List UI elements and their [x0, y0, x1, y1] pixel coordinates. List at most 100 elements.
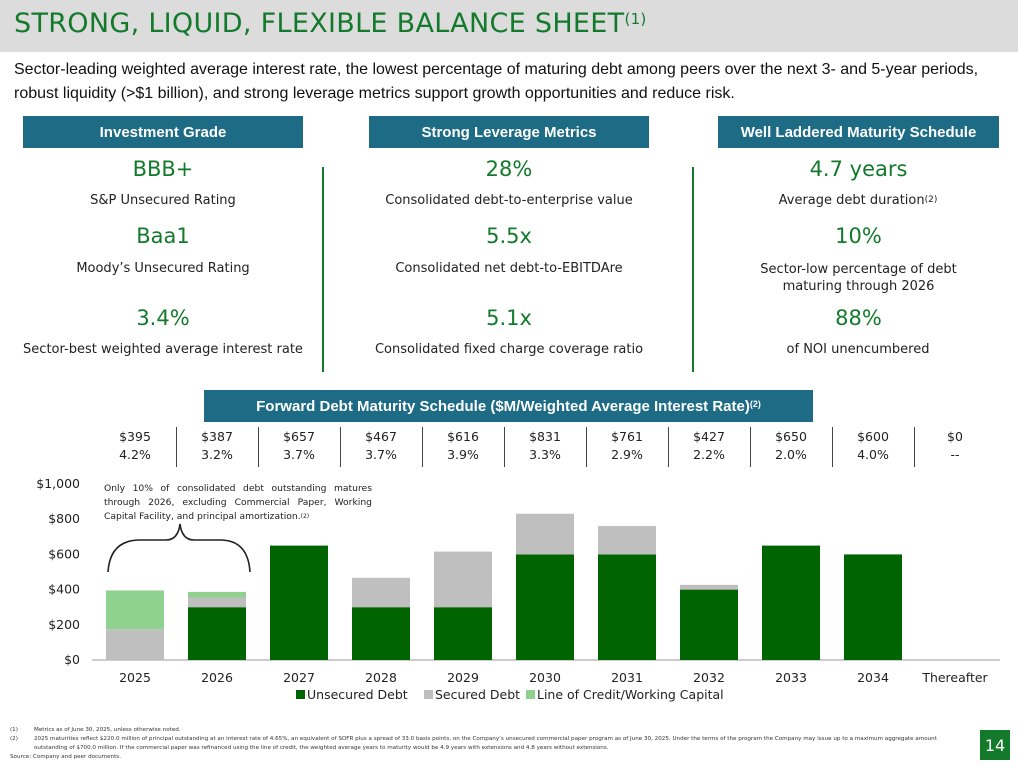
maturity-rate: 3.7%: [283, 447, 315, 462]
maturity-separator: [750, 427, 751, 467]
metric-label: of NOI unencumbered: [786, 342, 930, 357]
maturity-separator: [504, 427, 505, 467]
footnote-ref: (2): [749, 399, 761, 409]
maturity-rate: 2.9%: [611, 447, 643, 462]
metric-value: 5.5x: [486, 224, 532, 248]
maturity-rate: 2.0%: [775, 447, 807, 462]
header-maturity-schedule: Well Laddered Maturity Schedule: [718, 116, 999, 148]
bar-unsecured-debt: [434, 607, 492, 660]
maturity-amount: $0: [947, 429, 963, 444]
header-investment-grade: Investment Grade: [23, 116, 303, 148]
maturity-amount: $650: [775, 429, 807, 444]
maturity-rate: 2.2%: [693, 447, 725, 462]
column-divider: [322, 167, 324, 372]
maturity-cell: $395 4.2%: [94, 428, 176, 468]
maturity-separator: [176, 427, 177, 467]
legend-swatch: [526, 690, 535, 699]
footnote: (2) 2025 maturities reflect $220.0 millio…: [10, 736, 937, 751]
metric-value: 28%: [485, 157, 533, 181]
x-tick-label: 2031: [611, 670, 643, 685]
page-title: STRONG, LIQUID, FLEXIBLE BALANCE SHEET(1…: [14, 8, 647, 39]
metric-label: Consolidated debt-to-enterprise value: [385, 193, 633, 208]
maturity-cell: $650 2.0%: [750, 428, 832, 468]
bar-line-of-credit-working-capital: [188, 591, 246, 598]
bar-unsecured-debt: [762, 545, 820, 660]
x-tick-label: 2034: [857, 670, 889, 685]
metric-value: 3.4%: [136, 306, 190, 330]
header-leverage-metrics: Strong Leverage Metrics: [369, 116, 649, 148]
bar-unsecured-debt: [352, 607, 410, 660]
metric-label: Consolidated net debt-to-EBITDAre: [395, 261, 623, 276]
bar-unsecured-debt: [844, 554, 902, 660]
maturity-separator: [586, 427, 587, 467]
metric-label: Moody’s Unsecured Rating: [76, 261, 250, 276]
x-tick-label: 2029: [447, 670, 479, 685]
footnote-source: Source: Company and peer documents.: [10, 754, 121, 760]
bar-secured-debt: [680, 584, 738, 590]
maturity-rate: 3.7%: [365, 447, 397, 462]
metric-value: BBB+: [132, 157, 194, 181]
metric-value: 88%: [835, 306, 882, 330]
maturity-cell: $467 3.7%: [340, 428, 422, 468]
maturity-amount: $616: [447, 429, 479, 444]
y-tick-label: $0: [64, 652, 80, 667]
maturity-amount: $427: [693, 429, 725, 444]
maturity-separator: [914, 427, 915, 467]
x-tick-label: 2028: [365, 670, 397, 685]
debt-maturity-chart: $0 $200 $400 $600 $800 $1,000 2025 2026 2027 2028…: [36, 476, 1000, 702]
maturity-cell: $427 2.2%: [668, 428, 750, 468]
bar-secured-debt: [352, 577, 410, 608]
footnote-ref: (2): [924, 195, 938, 205]
x-tick-label: 2033: [775, 670, 807, 685]
y-tick-label: $400: [48, 582, 80, 597]
x-tick-label: 2030: [529, 670, 561, 685]
maturity-rate: 3.9%: [447, 447, 479, 462]
footnotes: (1) Metrics as of June 30, 2025, unless o…: [10, 726, 972, 762]
bar-secured-debt: [106, 629, 164, 660]
maturity-cell: $657 3.7%: [258, 428, 340, 468]
metric-label: Sector-low percentage of debt maturing t…: [760, 262, 957, 294]
maturity-rate: 4.2%: [119, 447, 151, 462]
bar-line-of-credit-working-capital: [106, 590, 164, 630]
title-footnote-ref: (1): [624, 10, 647, 28]
x-tick-label: 2027: [283, 670, 315, 685]
metric-label: S&P Unsecured Rating: [90, 193, 236, 208]
metric-label: Average debt duration(2): [778, 193, 938, 208]
metric-value: 4.7 years: [809, 157, 908, 181]
maturity-rate: 4.0%: [857, 447, 889, 462]
maturity-separator: [668, 427, 669, 467]
maturity-cell: $616 3.9%: [422, 428, 504, 468]
maturity-cell: $600 4.0%: [832, 428, 914, 468]
metric-value: 5.1x: [486, 306, 532, 330]
x-tick-label: 2026: [201, 670, 233, 685]
maturity-separator: [340, 427, 341, 467]
maturity-cell: $761 2.9%: [586, 428, 668, 468]
legend-label: Line of Credit/Working Capital: [537, 687, 724, 702]
subtitle: Sector-leading weighted average interest…: [14, 61, 979, 102]
maturity-separator: [258, 427, 259, 467]
maturity-cell: $831 3.3%: [504, 428, 586, 468]
y-tick-label: $1,000: [36, 476, 80, 491]
maturity-amount: $831: [529, 429, 561, 444]
bar-unsecured-debt: [680, 589, 738, 660]
footnote: (1) Metrics as of June 30, 2025, unless o…: [10, 727, 181, 733]
maturity-separator: [832, 427, 833, 467]
metric-label: Sector-best weighted average interest ra…: [23, 342, 303, 357]
column-divider: [692, 167, 694, 372]
legend-label: Unsecured Debt: [307, 687, 408, 702]
bar-unsecured-debt: [270, 545, 328, 660]
bar-unsecured-debt: [598, 554, 656, 660]
maturity-amount: $467: [365, 429, 397, 444]
maturity-rate: --: [950, 447, 960, 462]
y-tick-label: $800: [48, 511, 80, 526]
bar-unsecured-debt: [188, 607, 246, 660]
bar-secured-debt: [188, 597, 246, 608]
x-tick-label: 2032: [693, 670, 725, 685]
y-tick-label: $600: [48, 546, 80, 561]
maturity-cell: $0 --: [914, 428, 996, 468]
maturity-amount: $600: [857, 429, 889, 444]
bar-secured-debt: [434, 551, 492, 608]
maturity-amount: $657: [283, 429, 315, 444]
bar-unsecured-debt: [516, 554, 574, 660]
bar-secured-debt: [598, 526, 656, 555]
